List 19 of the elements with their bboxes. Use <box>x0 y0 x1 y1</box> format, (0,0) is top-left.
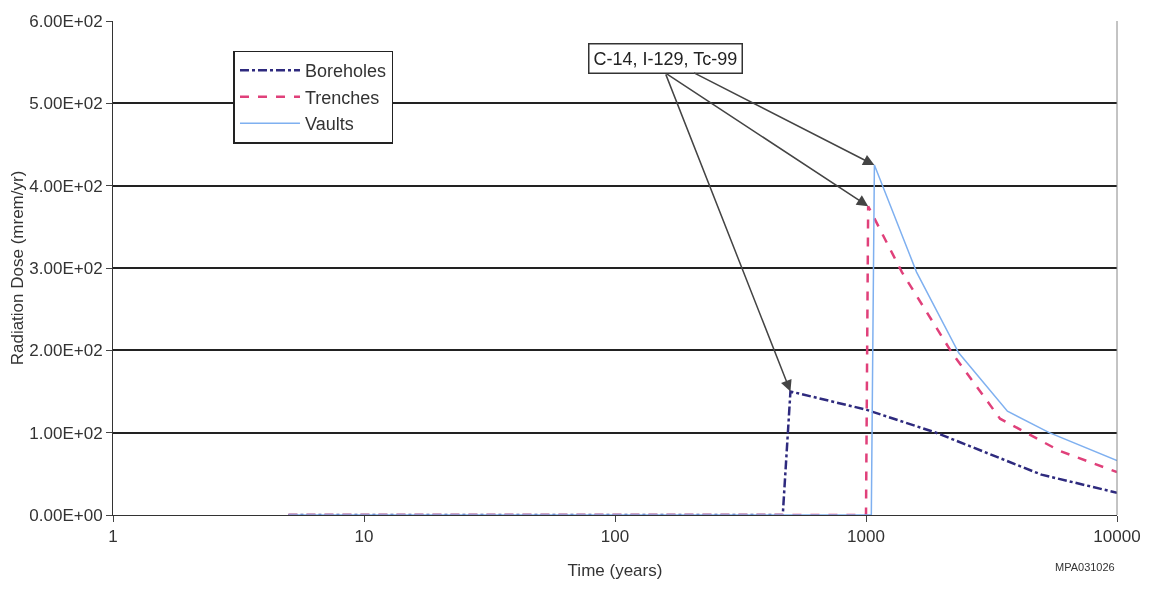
legend-label: Trenches <box>304 87 380 108</box>
legend-label: Vaults <box>304 114 354 135</box>
y-tick-label: 4.00E+02 <box>29 176 103 196</box>
x-tick-label: 10000 <box>1093 527 1141 547</box>
x-axis-title: Time (years) <box>567 561 663 580</box>
y-tick-label: 0.00E+00 <box>29 505 103 525</box>
y-axis-title: Radiation Dose (mrem/yr) <box>8 170 28 366</box>
annotation: C-14, I-129, Tc-99 <box>593 48 738 69</box>
y-tick-label: 3.00E+02 <box>29 258 103 278</box>
y-tick-label: 5.00E+02 <box>29 94 103 114</box>
y-tick-label: 2.00E+02 <box>29 341 103 361</box>
y-tick-label: 1.00E+02 <box>29 423 103 443</box>
y-tick-label: 6.00E+02 <box>29 11 103 31</box>
x-tick-label: 100 <box>600 527 630 547</box>
x-tick-label: 1 <box>108 527 118 547</box>
x-tick-label: 1000 <box>847 527 885 547</box>
x-tick-label: 10 <box>354 527 374 547</box>
legend-label: Boreholes <box>304 61 387 82</box>
text: MPA031026 <box>1055 561 1115 573</box>
